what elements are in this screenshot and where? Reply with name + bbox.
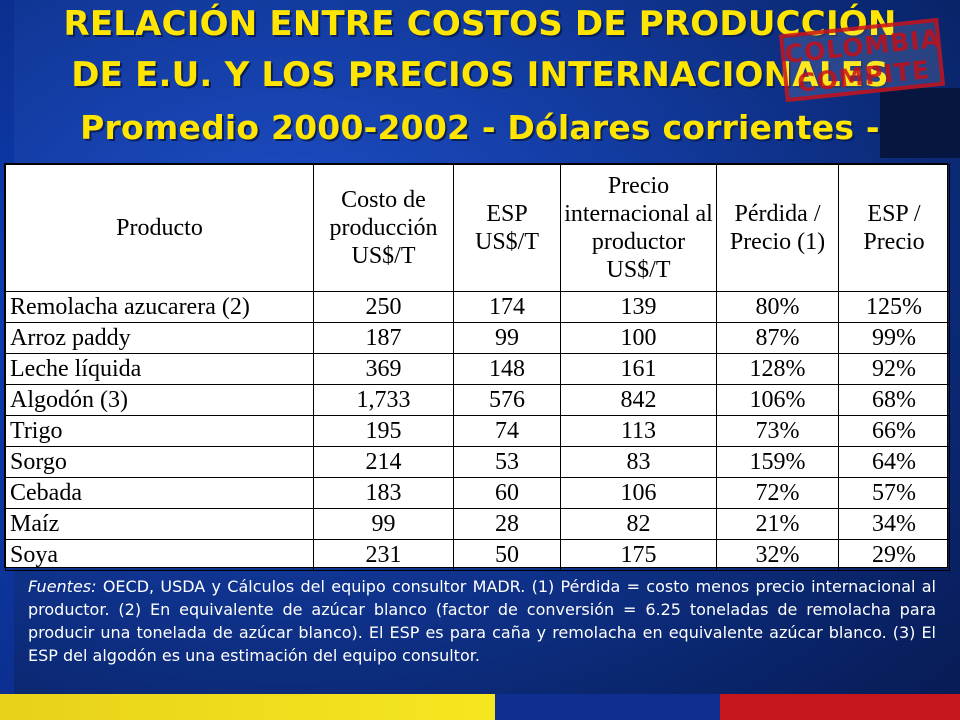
cell-costo: 250 [313,291,454,323]
cell-producto: Leche líquida [5,353,314,385]
cell-precio: 113 [560,415,717,447]
cell-perdida: 159% [716,446,839,478]
cell-costo: 187 [313,322,454,354]
corner-shade [880,88,960,158]
cell-producto: Algodón (3) [5,384,314,416]
header-precio: Precio internacional al productor US$/T [560,164,717,292]
header-esp: ESP US$/T [453,164,561,292]
table-row: Sorgo 214 53 83 159% 64% [5,446,950,478]
flag-color-strip [0,694,960,720]
cost-price-table-container: Producto Costo de producción US$/T ESP U… [4,163,950,571]
cell-esp: 99 [453,322,561,354]
table-row: Soya 231 50 175 32% 29% [5,539,950,571]
cell-esp-precio: 34% [838,508,950,540]
table-row: Leche líquida 369 148 161 128% 92% [5,353,950,385]
cell-esp: 148 [453,353,561,385]
cell-precio: 175 [560,539,717,571]
cell-costo: 231 [313,539,454,571]
header-producto: Producto [5,164,314,292]
cell-esp-precio: 66% [838,415,950,447]
cell-precio: 82 [560,508,717,540]
cell-perdida: 21% [716,508,839,540]
cell-costo: 99 [313,508,454,540]
title-line-2: DE E.U. Y LOS PRECIOS INTERNACIONALES [71,55,889,95]
cell-esp-precio: 92% [838,353,950,385]
table-row: Algodón (3) 1,733 576 842 106% 68% [5,384,950,416]
title-line-3: Promedio 2000-2002 - Dólares corrientes … [80,108,880,147]
table-row: Remolacha azucarera (2) 250 174 139 80% 125% [5,291,950,323]
cell-esp: 50 [453,539,561,571]
cell-costo: 183 [313,477,454,509]
cell-precio: 842 [560,384,717,416]
cell-costo: 369 [313,353,454,385]
cell-esp-precio: 29% [838,539,950,571]
cell-precio: 106 [560,477,717,509]
header-costo: Costo de producción US$/T [313,164,454,292]
cell-costo: 1,733 [313,384,454,416]
cell-perdida: 32% [716,539,839,571]
cell-esp: 60 [453,477,561,509]
strip-blue [495,694,720,720]
cell-producto: Remolacha azucarera (2) [5,291,314,323]
table-row: Maíz 99 28 82 21% 34% [5,508,950,540]
strip-yellow [0,694,495,720]
cell-precio: 83 [560,446,717,478]
cell-esp: 53 [453,446,561,478]
table-row: Arroz paddy 187 99 100 87% 99% [5,322,950,354]
cell-perdida: 80% [716,291,839,323]
cost-price-table: Producto Costo de producción US$/T ESP U… [5,164,950,571]
cell-esp-precio: 99% [838,322,950,354]
cell-perdida: 73% [716,415,839,447]
cell-esp-precio: 57% [838,477,950,509]
cell-esp: 74 [453,415,561,447]
cell-esp-precio: 125% [838,291,950,323]
cell-producto: Soya [5,539,314,571]
cell-producto: Trigo [5,415,314,447]
cell-perdida: 128% [716,353,839,385]
table-header-row: Producto Costo de producción US$/T ESP U… [5,164,950,292]
cell-costo: 214 [313,446,454,478]
cell-costo: 195 [313,415,454,447]
cell-esp-precio: 68% [838,384,950,416]
title-line-1: RELACIÓN ENTRE COSTOS DE PRODUCCIÓN [63,4,897,44]
cell-producto: Cebada [5,477,314,509]
cell-esp: 174 [453,291,561,323]
footnote-body: OECD, USDA y Cálculos del equipo consult… [28,577,936,665]
cell-esp: 576 [453,384,561,416]
cell-perdida: 106% [716,384,839,416]
cell-producto: Sorgo [5,446,314,478]
cell-precio: 161 [560,353,717,385]
cell-producto: Maíz [5,508,314,540]
cell-precio: 139 [560,291,717,323]
strip-red [720,694,960,720]
cell-perdida: 87% [716,322,839,354]
header-esp-precio: ESP / Precio [838,164,950,292]
cell-producto: Arroz paddy [5,322,314,354]
table-row: Trigo 195 74 113 73% 66% [5,415,950,447]
sources-footnote: Fuentes: OECD, USDA y Cálculos del equip… [28,575,936,667]
table-row: Cebada 183 60 106 72% 57% [5,477,950,509]
header-perdida: Pérdida / Precio (1) [716,164,839,292]
cell-precio: 100 [560,322,717,354]
cell-perdida: 72% [716,477,839,509]
cell-esp: 28 [453,508,561,540]
cell-esp-precio: 64% [838,446,950,478]
footnote-lead: Fuentes: [28,577,97,596]
